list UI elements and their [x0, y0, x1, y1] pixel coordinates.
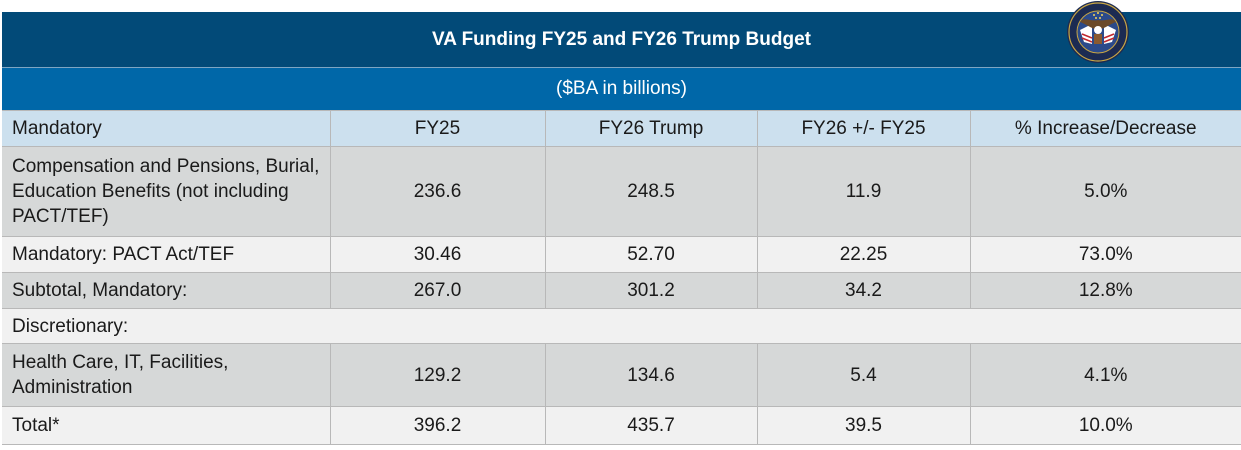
- section-row-discretionary: Discretionary:: [2, 308, 1241, 344]
- cell-fy26: 435.7: [544, 406, 758, 445]
- cell-diff: 5.4: [756, 343, 971, 407]
- header-pct: % Increase/Decrease: [969, 110, 1241, 147]
- cell-diff: 22.25: [756, 236, 971, 273]
- cell-pct: 73.0%: [969, 236, 1241, 273]
- header-diff: FY26 +/- FY25: [756, 110, 971, 147]
- cell-fy26: 301.2: [544, 272, 758, 309]
- cell-diff: 11.9: [756, 146, 971, 237]
- row-label: Health Care, IT, Facilities, Administrat…: [2, 343, 331, 407]
- cell-diff: 39.5: [756, 406, 971, 445]
- table-row: Health Care, IT, Facilities, Administrat…: [2, 343, 1241, 407]
- row-label: Mandatory: PACT Act/TEF: [2, 236, 331, 273]
- cell-fy25: 30.46: [329, 236, 546, 273]
- row-label: Total*: [2, 406, 331, 445]
- table-row: Subtotal, Mandatory: 267.0 301.2 34.2 12…: [2, 272, 1241, 309]
- table-row: Mandatory: PACT Act/TEF 30.46 52.70 22.2…: [2, 236, 1241, 273]
- table-row: Compensation and Pensions, Burial, Educa…: [2, 146, 1241, 237]
- cell-pct: 4.1%: [969, 343, 1241, 407]
- table-subtitle-text: ($BA in billions): [556, 78, 687, 99]
- header-row: Mandatory FY25 FY26 Trump FY26 +/- FY25 …: [2, 110, 1241, 147]
- cell-fy25: 267.0: [329, 272, 546, 309]
- row-label: Subtotal, Mandatory:: [2, 272, 331, 309]
- va-seal-icon: [1067, 1, 1129, 63]
- header-mandatory: Mandatory: [2, 110, 331, 147]
- funding-table: Mandatory FY25 FY26 Trump FY26 +/- FY25 …: [2, 110, 1241, 445]
- total-row: Total* 396.2 435.7 39.5 10.0%: [2, 406, 1241, 445]
- cell-pct: 10.0%: [969, 406, 1241, 445]
- cell-fy25: 236.6: [329, 146, 546, 237]
- cell-fy26: 134.6: [544, 343, 758, 407]
- table-title-text: VA Funding FY25 and FY26 Trump Budget: [432, 28, 811, 50]
- header-fy25: FY25: [329, 110, 546, 147]
- row-label: Compensation and Pensions, Burial, Educa…: [2, 146, 331, 237]
- table-subtitle: ($BA in billions): [2, 68, 1241, 110]
- cell-fy25: 396.2: [329, 406, 546, 445]
- cell-pct: 12.8%: [969, 272, 1241, 309]
- cell-fy26: 248.5: [544, 146, 758, 237]
- header-fy26: FY26 Trump: [544, 110, 758, 147]
- table-title: VA Funding FY25 and FY26 Trump Budget: [2, 1, 1241, 68]
- cell-fy25: 129.2: [329, 343, 546, 407]
- row-label: Discretionary:: [2, 308, 1241, 344]
- cell-fy26: 52.70: [544, 236, 758, 273]
- cell-pct: 5.0%: [969, 146, 1241, 237]
- cell-diff: 34.2: [756, 272, 971, 309]
